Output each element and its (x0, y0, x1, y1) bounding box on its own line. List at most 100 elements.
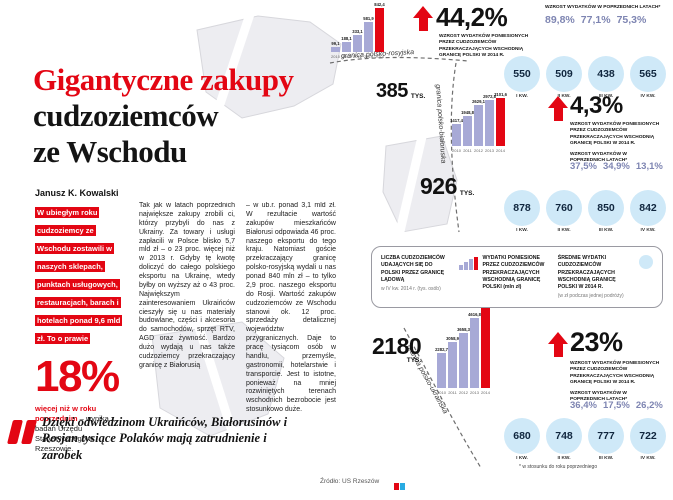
crossings-number: 2180 (372, 333, 422, 359)
bar-chart-icon (459, 255, 479, 270)
legend-item-average: ŚREDNIE WYDATKI CUDZOZIEMCÓW PRZEKRACZAJ… (557, 255, 654, 299)
bar-value-label: 581,9 (363, 16, 374, 21)
source-note: Źródło: US Rzeszów (320, 478, 380, 485)
bar (474, 105, 483, 146)
bar (353, 35, 362, 52)
prev-year-percent: 77,1% (580, 14, 611, 26)
bar-value-label: 4616,8 (468, 312, 481, 317)
lead-column: W ubiegłym roku cudzoziemcy ze Wschodu z… (35, 202, 129, 453)
crossings-count-belarus: 926 TYS. (420, 173, 475, 199)
lead-rest: – wynika z badań Urzędu Statystycznego w… (35, 413, 115, 453)
legend-item-spending: WYDATKI PONIESIONE PRZEZ CUDZOZIEMCÓW PR… (459, 255, 550, 299)
crossings-unit: TYS. (459, 189, 475, 197)
up-arrow-icon (548, 332, 568, 357)
avg-circle-item: 760 II KW. (546, 190, 582, 233)
avg-circle-item: 438 III KW. (588, 56, 624, 99)
bar (342, 42, 351, 52)
logo-block (394, 483, 399, 490)
growth-percent-russia: 44,2% (436, 2, 508, 32)
prev-year-percent: 89,8% (545, 14, 575, 26)
quarter-label: IV KW. (640, 228, 656, 233)
avg-spend-circles-ukraine: 680 I KW. 748 II KW. 777 III KW. 722 IV KW. (504, 418, 666, 461)
bar (481, 302, 490, 388)
growth-percent-ukraine: 23% (570, 327, 623, 357)
bar-year-label: 2011 (342, 54, 351, 59)
avg-spend-circles-belarus: 878 I KW. 760 II KW. 850 III KW. 842 IV KW. (504, 190, 666, 233)
icon-bar (469, 259, 474, 270)
bar-column: 99,1 2010 (331, 2, 340, 60)
pull-quote: Dzięki odwiedzinom Ukraińców, Białorusin… (42, 415, 288, 462)
prev-year-percent: 37,5% (570, 161, 597, 172)
crossings-unit: TYS. (410, 93, 426, 100)
avg-spend-circle: 680 (504, 418, 540, 454)
headline-line3: ze Wschodu (33, 134, 187, 169)
bar-column: 333,1 2012 (352, 2, 363, 60)
growth-caption: WZROST WYDATKÓW PONIESIONYCH PRZEZ CUDZO… (570, 122, 660, 147)
avg-spend-circles-russia: 550 I KW. 509 II KW. 438 III KW. 565 IV KW. (504, 56, 666, 99)
growth-caption: WZROST WYDATKÓW PONIESIONYCH PRZEZ CUDZO… (439, 34, 529, 59)
avg-spend-circle: 509 (546, 56, 582, 92)
bar-year-label: 2013 (470, 390, 479, 395)
bar-value-label: 99,1 (331, 41, 340, 46)
icon-bar (474, 257, 479, 270)
avg-circle-item: 842 IV KW. (630, 190, 666, 233)
avg-circle-item: 850 III KW. (588, 190, 624, 233)
bar-year-label: 2013 (364, 54, 373, 59)
arrow-triangle (413, 6, 433, 18)
quarter-label: II KW. (557, 456, 571, 461)
border-line-ukrainska (403, 327, 482, 469)
quarter-label: I KW. (516, 456, 528, 461)
bar-year-label: 2010 (437, 390, 446, 395)
map-cut (191, 316, 241, 446)
bar-value-label: 3058,9 (446, 336, 459, 341)
bar-column: 4616,8 2013 (468, 302, 481, 396)
legend-title: LICZBA CUDZOZIEMCÓW UDAJĄCYCH SIĘ DO POL… (381, 255, 445, 283)
legend-title: ŚREDNIE WYDATKI CUDZOZIEMCÓW PRZEKRACZAJ… (557, 255, 616, 291)
prev-growth-caption: WZROST WYDATKÓW W POPRZEDNICH LATACH* (570, 391, 628, 403)
bar (448, 342, 457, 388)
bar-year-label: 2010 (331, 54, 340, 59)
bar-value-label: 842,4 (374, 2, 385, 7)
bar (364, 22, 373, 52)
quarter-label: III KW. (598, 94, 614, 99)
prev-growth-values: 37,5% 34,9% 13,1% (570, 161, 663, 172)
crossings-number: 926 (420, 173, 457, 199)
quarter-label: I KW. (516, 228, 528, 233)
icon-bar (459, 265, 464, 270)
up-arrow-icon (413, 6, 433, 31)
quarter-label: IV KW. (640, 94, 656, 99)
avg-spend-circle: 878 (504, 190, 540, 226)
bar-year-label: 2012 (474, 148, 483, 153)
bar (331, 47, 340, 52)
growth-caption: WZROST WYDATKÓW PONIESIONYCH PRZEZ CUDZO… (570, 361, 660, 386)
avg-circle-item: 680 I KW. (504, 418, 540, 461)
headline-line1: Gigantyczne zakupy (33, 62, 294, 97)
crossings-number: 385 (376, 80, 408, 102)
arrow-stem (553, 108, 563, 121)
logo-block (400, 483, 405, 490)
crossings-unit: TYS. (406, 356, 422, 364)
avg-circle-item: 878 I KW. (504, 190, 540, 233)
quote-mark (7, 420, 23, 444)
bar-value-label: 2629,1 (472, 99, 485, 104)
legend-title: WYDATKI PONIESIONE PRZEZ CUDZOZIEMCÓW PR… (482, 255, 545, 291)
bar-chart-ukraine: 2282,7 2010 3058,9 2011 3658,3 2012 4616,8 2013… (435, 296, 492, 396)
prev-year-percent: 17,5% (602, 400, 630, 411)
bar-value-label: 2282,7 (435, 347, 448, 352)
icon-bar (464, 262, 469, 270)
avg-circle-item: 722 IV KW. (630, 418, 666, 461)
bar-year-label: 2014 (481, 390, 490, 395)
bar (459, 333, 468, 388)
avg-circle-item: 565 IV KW. (630, 56, 666, 99)
bar-year-label: 2013 (485, 148, 494, 153)
bar-value-label: 333,1 (352, 29, 363, 34)
arrow-stem (418, 18, 428, 31)
bar-year-label: 2012 (353, 54, 362, 59)
lead-percent: 18% (35, 352, 120, 401)
bar-value-label: 2972,8 (483, 94, 496, 99)
bar-column: 3101,6 2014 (494, 92, 507, 154)
prev-year-percent: 26,2% (635, 400, 663, 411)
